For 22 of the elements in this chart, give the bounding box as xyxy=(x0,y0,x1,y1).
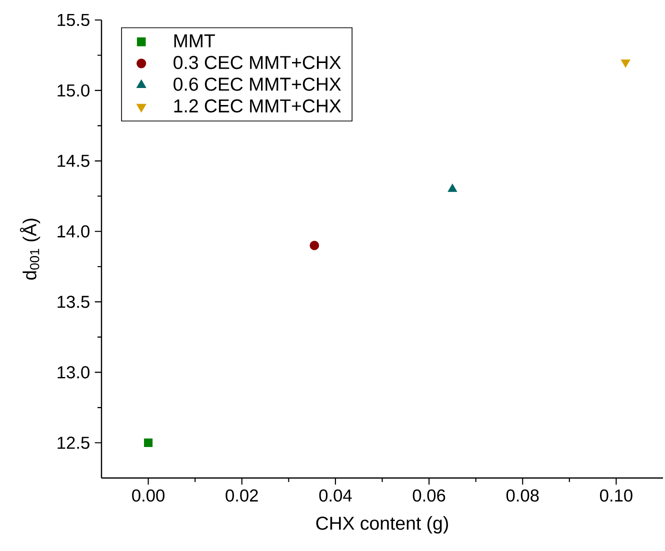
y-tick-label: 15.0 xyxy=(58,84,90,97)
point xyxy=(620,59,630,68)
legend-label: 0.6 CEC MMT+CHX xyxy=(174,78,341,91)
y-tick-label: 13.0 xyxy=(58,366,90,378)
legend-label: 0.3 CEC MMT+CHX xyxy=(174,56,341,70)
x-tick-label: 0.00 xyxy=(132,489,164,502)
x-tick-label: 0.08 xyxy=(506,489,539,502)
point xyxy=(144,438,153,448)
y-tick-label: 14.5 xyxy=(58,154,90,167)
y-tick-label: 14.0 xyxy=(58,225,90,238)
y-tick-label: 13.5 xyxy=(58,296,90,308)
y-tick-label: 15.5 xyxy=(58,14,90,26)
legend-label: 1.2 CEC MMT+CHX xyxy=(174,99,341,113)
x-axis-title: CHX content (g) xyxy=(316,516,448,534)
x-tick-label: 0.06 xyxy=(412,489,446,502)
y-tick-label: 12.5 xyxy=(58,436,90,449)
x-tick-label: 0.02 xyxy=(226,489,258,502)
point xyxy=(310,240,320,250)
legend-label: MMT xyxy=(174,34,215,48)
y-axis-title: d$_{001}$ (Å) xyxy=(20,218,40,280)
x-tick-label: 0.10 xyxy=(600,489,632,502)
x-tick-label: 0.04 xyxy=(319,489,352,502)
